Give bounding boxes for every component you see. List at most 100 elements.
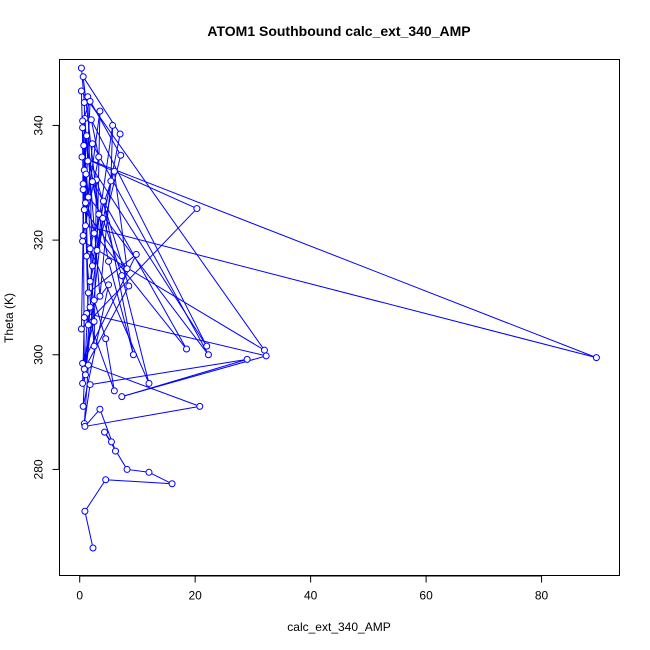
data-point xyxy=(117,151,125,159)
data-point xyxy=(183,345,191,353)
x-axis-label: calc_ext_340_AMP xyxy=(287,620,390,634)
data-point xyxy=(86,97,94,105)
data-point xyxy=(81,199,89,207)
data-point xyxy=(86,381,94,389)
series-segment xyxy=(86,313,267,357)
data-point xyxy=(93,246,101,254)
series-segment xyxy=(105,338,115,391)
data-point xyxy=(193,205,201,213)
data-point xyxy=(592,354,600,362)
y-axis: 280 300 320 340 xyxy=(32,115,60,479)
data-point xyxy=(79,359,87,367)
data-point xyxy=(123,265,131,273)
data-point xyxy=(101,428,109,436)
series-segment xyxy=(84,479,107,512)
x-tick-label: 80 xyxy=(535,589,549,603)
data-point xyxy=(262,352,270,360)
data-point xyxy=(79,186,87,194)
data-point xyxy=(88,178,96,186)
data-point xyxy=(79,124,87,132)
data-point xyxy=(80,99,88,106)
series-segment xyxy=(96,133,121,251)
series-segment xyxy=(87,96,122,156)
data-point xyxy=(109,121,117,129)
data-point xyxy=(79,117,87,125)
series-segment xyxy=(81,208,198,330)
x-axis: 0 20 40 60 80 xyxy=(76,575,549,603)
data-point xyxy=(145,468,153,476)
data-point xyxy=(90,296,98,304)
series-segment xyxy=(105,479,173,485)
series-segment xyxy=(83,285,130,370)
data-point xyxy=(105,281,113,289)
data-point xyxy=(79,73,87,81)
series-segment xyxy=(90,119,208,347)
series-segment xyxy=(121,358,248,398)
data-point xyxy=(80,142,88,149)
series-segment xyxy=(90,358,248,386)
series-segment xyxy=(89,248,95,322)
data-point xyxy=(243,355,251,363)
data-point xyxy=(96,107,104,115)
data-point xyxy=(96,292,104,300)
series-segment xyxy=(89,248,150,384)
data-point xyxy=(105,257,113,265)
x-tick-label: 0 xyxy=(76,589,83,603)
data-point xyxy=(80,365,88,373)
series-segment xyxy=(91,181,187,350)
data-point xyxy=(78,153,86,161)
data-point xyxy=(95,210,103,218)
series-segment xyxy=(81,156,198,210)
series-segment xyxy=(90,119,100,158)
series-segment xyxy=(82,240,265,351)
series-segment xyxy=(102,218,123,276)
series-segment xyxy=(85,225,597,359)
data-point xyxy=(79,232,87,240)
data-point xyxy=(96,405,104,413)
data-point xyxy=(86,303,94,311)
data-point xyxy=(110,387,118,395)
data-point xyxy=(81,422,89,430)
data-point xyxy=(84,193,92,201)
data-point xyxy=(81,371,89,379)
data-point xyxy=(79,237,87,245)
data-point xyxy=(204,351,212,359)
data-point xyxy=(116,130,124,138)
data-point xyxy=(95,153,103,161)
data-point xyxy=(118,272,126,280)
data-point xyxy=(88,262,96,270)
data-point xyxy=(90,318,98,326)
data-point xyxy=(84,321,92,329)
series-points xyxy=(77,64,600,552)
series-segment xyxy=(88,254,137,294)
series-segment xyxy=(91,143,209,356)
y-tick-label: 320 xyxy=(32,230,46,250)
y-tick-label: 280 xyxy=(32,459,46,479)
data-point xyxy=(90,229,98,237)
y-tick-label: 300 xyxy=(32,344,46,364)
data-point xyxy=(77,64,85,72)
data-point xyxy=(84,157,92,165)
data-point xyxy=(80,314,88,321)
data-point xyxy=(102,476,110,484)
data-point xyxy=(79,180,87,188)
series-segment xyxy=(126,468,150,473)
data-point xyxy=(90,342,98,350)
series-segment xyxy=(93,232,187,350)
data-point xyxy=(107,438,115,446)
data-point xyxy=(118,393,126,401)
x-tick-label: 40 xyxy=(304,589,318,603)
data-point xyxy=(84,361,92,369)
data-point xyxy=(125,282,133,290)
data-point xyxy=(107,177,115,185)
data-point xyxy=(196,402,204,410)
data-point xyxy=(168,480,176,488)
data-point xyxy=(112,447,119,455)
data-point xyxy=(86,245,94,253)
data-point xyxy=(203,342,211,350)
series-segment xyxy=(84,405,200,427)
series-segment xyxy=(93,300,107,339)
data-point xyxy=(79,402,87,410)
data-point xyxy=(86,277,94,285)
data-point xyxy=(123,465,131,473)
